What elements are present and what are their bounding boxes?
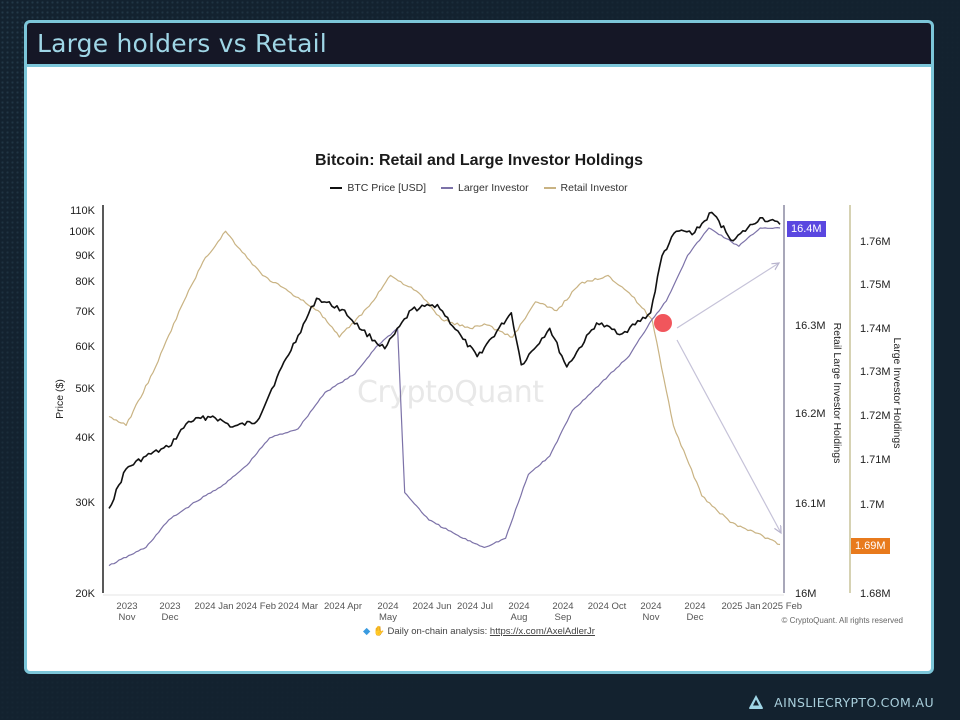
larger-investor-value-badge: 16.4M [787,221,826,237]
chart-plot [102,205,851,596]
series-layer [108,211,781,567]
y-tick-left: 100K [69,226,95,238]
hands-icon: ✋ [372,626,385,637]
x-tick: 2024 Jul [457,601,493,612]
y-tick-left: 110K [70,205,95,217]
cryptoquant-watermark: CryptoQuant [357,375,544,410]
y-tick-left: 20K [75,588,95,600]
slide-frame: Large holders vs Retail CryptoQuant B [24,20,934,674]
diamond-icon: ◆ [363,626,371,637]
chart-title: Bitcoin: Retail and Large Investor Holdi… [314,152,644,169]
y-tick-right1: 16.2M [795,408,826,420]
right2-axis-label: Large Investor Holdings [891,337,903,449]
y-tick-right1: 16.3M [795,320,826,332]
down-arrow-annotation [676,339,781,533]
legend-label-larger: Larger Investor [458,182,529,194]
footer-note-text: Daily on-chain analysis: [387,626,488,637]
y-tick-left: 40K [75,432,95,444]
brand-footer: AINSLIECRYPTO.COM.AU [748,694,934,710]
y-tick-right2: 1.73M [860,366,891,378]
y-tick-left: 50K [75,383,95,395]
x-tick: 2025 Feb [761,601,803,612]
chart-area: CryptoQuant Bitcoin: Retail and Large In… [27,70,931,671]
ainslie-a-logo-icon [749,695,764,709]
legend-swatch-larger [441,187,453,189]
x-tick: 2024 Nov [640,601,662,623]
right1-axis-label: Retail Large Investor Holdings [831,322,843,464]
legend-label-retail: Retail Investor [560,182,628,194]
footer-note: ◆ ✋ Daily on-chain analysis: https://x.c… [27,626,931,637]
x-tick: 2024 Dec [684,601,706,623]
legend-label-btc: BTC Price [USD] [347,182,427,194]
y-tick-left: 30K [75,497,95,509]
y-tick-right2: 1.7M [860,499,885,511]
x-tick: 2024 Oct [587,601,627,612]
y-tick-right1: 16M [795,588,817,600]
y-tick-right2: 1.76M [860,236,891,248]
chart-legend: BTC Price [USD] Larger Investor Retail I… [27,180,931,194]
y-tick-right2: 1.68M [860,588,891,600]
series-line-retail-investor [108,230,781,546]
y-tick-right1: 16.1M [795,498,826,510]
left-axis-label: Price ($) [54,379,66,419]
title-bar: Large holders vs Retail [27,23,931,67]
copyright-note: © CryptoQuant. All rights reserved [781,616,904,625]
x-tick: 2024 Jun [412,601,452,612]
y-tick-right2: 1.75M [860,279,891,291]
legend-item-btc[interactable]: BTC Price [USD] [330,182,426,194]
up-arrow-annotation [676,263,779,329]
legend-item-larger[interactable]: Larger Investor [441,182,529,194]
y-tick-left: 70K [75,306,95,318]
x-tick: 2024 Jan [194,601,234,612]
y-tick-left: 90K [75,250,95,262]
x-tick: 2024 Sep [552,601,574,623]
brand-text[interactable]: AINSLIECRYPTO.COM.AU [774,694,934,710]
series-line-btc-price-usd [108,211,781,509]
annotation-layer [654,263,781,533]
y-tick-right2: 1.72M [860,410,891,422]
x-tick: 2024 May [377,601,399,623]
slide-title: Large holders vs Retail [37,29,327,58]
x-tick: 2024 Apr [323,601,363,612]
x-tick: 2025 Jan [721,601,761,612]
y-tick-left: 60K [75,341,95,353]
y-tick-left: 80K [75,276,95,288]
x-tick: 2024 Aug [508,601,530,623]
crossover-marker [654,314,672,332]
legend-item-retail[interactable]: Retail Investor [543,182,628,194]
x-tick: 2023 Dec [159,601,181,623]
y-tick-right2: 1.71M [860,454,891,466]
retail-investor-value-badge: 1.69M [851,538,890,554]
footer-link[interactable]: https://x.com/AxelAdlerJr [489,626,595,637]
x-tick: 2023 Nov [116,601,138,623]
x-tick: 2024 Mar [277,601,319,612]
legend-swatch-btc [330,187,343,189]
series-line-larger-investor [108,227,781,567]
y-tick-right2: 1.74M [860,323,891,335]
x-tick: 2024 Feb [235,601,277,612]
legend-swatch-retail [543,187,556,189]
